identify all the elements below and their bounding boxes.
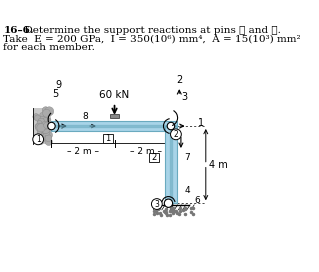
- Circle shape: [43, 117, 49, 124]
- Circle shape: [167, 122, 175, 130]
- Text: 4 m: 4 m: [209, 160, 228, 170]
- Circle shape: [37, 123, 45, 132]
- FancyBboxPatch shape: [103, 134, 113, 143]
- Circle shape: [38, 118, 45, 125]
- Text: 7: 7: [184, 153, 190, 162]
- Bar: [110, 114, 119, 118]
- Circle shape: [46, 132, 53, 138]
- Circle shape: [45, 132, 52, 139]
- Text: 9: 9: [56, 79, 62, 89]
- Text: 1: 1: [36, 135, 41, 144]
- Circle shape: [34, 115, 41, 121]
- Circle shape: [41, 124, 50, 134]
- Circle shape: [44, 122, 50, 128]
- Text: 1: 1: [105, 134, 110, 143]
- Circle shape: [33, 134, 44, 145]
- Circle shape: [39, 141, 43, 144]
- Circle shape: [35, 123, 41, 129]
- Text: 1: 1: [197, 118, 204, 128]
- Circle shape: [38, 138, 43, 143]
- Text: 60 kN: 60 kN: [100, 90, 130, 100]
- Circle shape: [40, 138, 45, 143]
- Circle shape: [39, 135, 45, 141]
- Circle shape: [40, 113, 44, 117]
- Text: – 2 m –: – 2 m –: [67, 147, 99, 156]
- Circle shape: [45, 138, 52, 146]
- Text: 6: 6: [194, 196, 200, 205]
- Circle shape: [171, 129, 181, 140]
- Bar: [33, 108, 51, 144]
- Circle shape: [38, 131, 42, 135]
- Circle shape: [152, 199, 162, 209]
- Text: – 2 m –: – 2 m –: [130, 147, 162, 156]
- Circle shape: [164, 199, 173, 207]
- Bar: [165, 126, 177, 203]
- Circle shape: [42, 109, 50, 117]
- Circle shape: [47, 118, 51, 122]
- Circle shape: [38, 126, 47, 135]
- Text: 2: 2: [176, 75, 182, 85]
- Circle shape: [38, 116, 47, 124]
- Text: 8: 8: [83, 112, 88, 121]
- Bar: [51, 121, 177, 131]
- Circle shape: [35, 123, 44, 131]
- Circle shape: [33, 114, 39, 120]
- Circle shape: [48, 122, 55, 130]
- Circle shape: [45, 107, 54, 116]
- Circle shape: [43, 129, 50, 136]
- Circle shape: [41, 127, 48, 134]
- Text: Determine the support reactions at pins ① and ③.: Determine the support reactions at pins …: [18, 26, 281, 35]
- Text: 5: 5: [52, 89, 59, 100]
- Text: 3: 3: [154, 200, 159, 209]
- Circle shape: [45, 135, 52, 142]
- FancyBboxPatch shape: [149, 153, 159, 162]
- Circle shape: [36, 125, 42, 131]
- Text: 16–6.: 16–6.: [3, 26, 34, 35]
- Circle shape: [41, 121, 49, 129]
- Text: 2: 2: [174, 130, 178, 139]
- Text: 4: 4: [184, 186, 190, 195]
- Text: Take  E = 200 GPa,  I = 350(10⁶) mm⁴,  A = 15(10³) mm²: Take E = 200 GPa, I = 350(10⁶) mm⁴, A = …: [3, 35, 301, 44]
- Circle shape: [42, 107, 49, 114]
- Text: 3: 3: [181, 92, 187, 102]
- Text: 2: 2: [152, 153, 157, 162]
- Text: for each member.: for each member.: [3, 43, 95, 52]
- Circle shape: [37, 120, 42, 125]
